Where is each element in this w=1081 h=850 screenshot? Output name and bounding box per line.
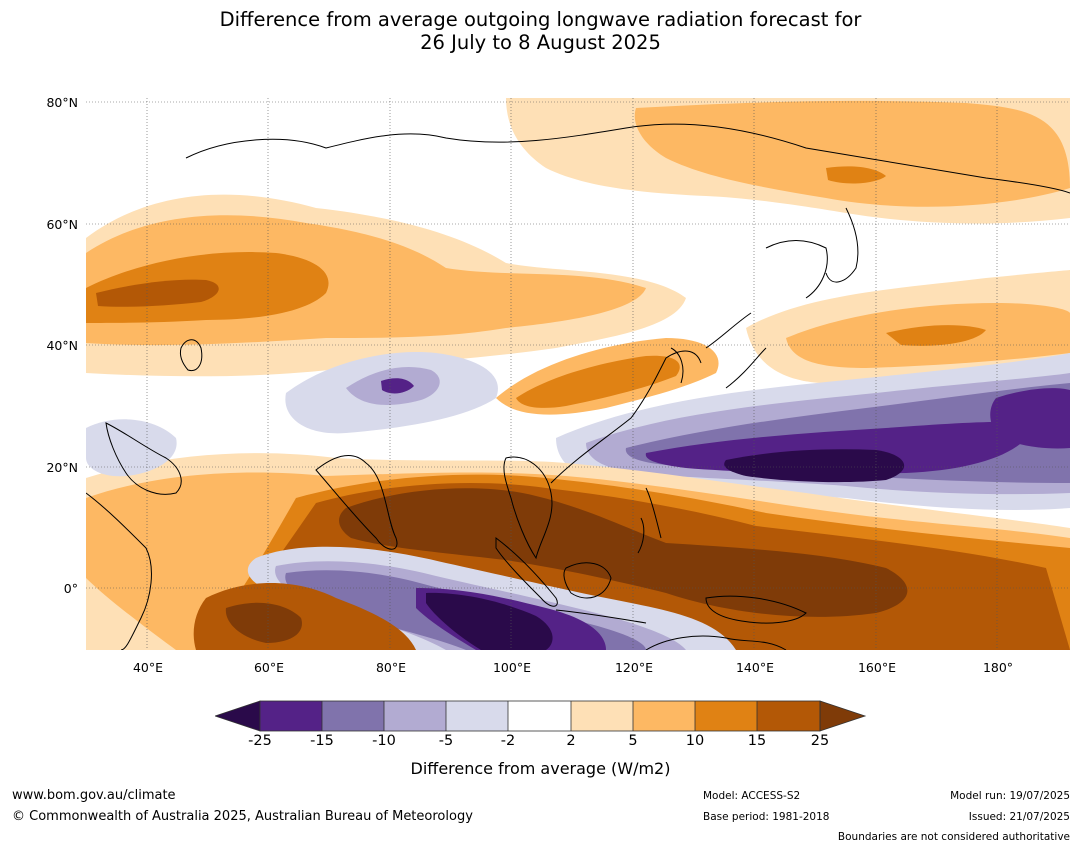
coast-africa (86, 492, 152, 650)
colorbar-bin-8 (695, 701, 757, 731)
map-canvas (86, 98, 1070, 650)
coast-kamchatka (825, 207, 859, 283)
lon-label-100e: 100°E (492, 660, 531, 675)
coastlines (86, 123, 1070, 650)
coast-java (555, 609, 647, 624)
footer-model-run: Model run: 19/07/2025 (950, 790, 1070, 802)
lon-label-160e: 160°E (857, 660, 896, 675)
anomaly-map (86, 98, 1070, 650)
colorbar-bin-1 (260, 701, 322, 731)
lat-label-20n: 20°N (46, 460, 78, 475)
colorbar-bin-6 (571, 701, 633, 731)
colorbar-tick-neg25: -25 (248, 733, 272, 749)
colorbar-tick-neg15: -15 (310, 733, 334, 749)
lat-label-0: 0° (63, 581, 78, 596)
coast-arabia (105, 422, 182, 495)
colorbar (215, 700, 867, 732)
coast-australia-north (645, 635, 787, 650)
lon-label-140e: 140°E (735, 660, 774, 675)
field-dateline-neg-core (990, 388, 1070, 449)
field-tibet-neg-dark (381, 378, 414, 394)
field-npac-dark (886, 325, 986, 346)
footer-copyright: © Commonwealth of Australia 2025, Austra… (12, 809, 473, 824)
field-west-asia-core (96, 279, 219, 307)
coast-arctic (185, 123, 1070, 194)
graticule (86, 98, 1070, 650)
colorbar-tick-neg5: -5 (438, 733, 454, 749)
anomaly-fields (86, 98, 1070, 650)
coast-korea-japan (670, 312, 767, 389)
colorbar-extend-low (215, 700, 261, 732)
footer-disclaimer: Boundaries are not considered authoritat… (837, 831, 1070, 843)
colorbar-bin-9 (757, 701, 820, 731)
coast-china (550, 350, 702, 484)
field-bengal-core (339, 488, 908, 617)
title-line-2: 26 July to 8 August 2025 (420, 31, 661, 54)
field-arabia-neg (86, 419, 177, 477)
coast-okhotsk (765, 240, 828, 299)
lon-label-120e: 120°E (614, 660, 653, 675)
footer-issued: Issued: 21/07/2025 (968, 811, 1070, 823)
colorbar-tick-10: 10 (685, 733, 705, 749)
coast-indochina (503, 456, 553, 560)
colorbar-tick-neg10: -10 (372, 733, 396, 749)
footer-model: Model: ACCESS-S2 (703, 790, 801, 802)
colorbar-bin-2 (322, 701, 384, 731)
field-siberia-dark (826, 166, 886, 184)
coast-sumatra (495, 536, 558, 607)
colorbar-tick-5: 5 (628, 733, 638, 749)
field-wpac-neg-core (724, 449, 905, 483)
colorbar-outline (259, 700, 821, 732)
lon-label-40e: 40°E (132, 660, 164, 675)
lat-label-40n: 40°N (46, 338, 78, 353)
colorbar-bin-7 (633, 701, 695, 731)
coast-borneo (563, 562, 612, 599)
lon-label-60e: 60°E (253, 660, 285, 675)
colorbar-title: Difference from average (W/m2) (410, 759, 671, 778)
footer-url[interactable]: www.bom.gov.au/climate (12, 788, 176, 803)
coast-india (315, 454, 398, 550)
footer-base-period: Base period: 1981-2018 (703, 811, 830, 823)
coast-philippines (637, 487, 662, 554)
field-siberia-orange (634, 100, 1070, 207)
coast-newguinea (705, 595, 807, 624)
colorbar-bin-4 (446, 701, 508, 731)
coast-caspian (179, 339, 203, 372)
colorbar-tick-2: 2 (566, 733, 576, 749)
field-io-neg-core (426, 592, 553, 650)
lat-label-60n: 60°N (46, 217, 78, 232)
field-swio-core (225, 602, 302, 643)
colorbar-tick-neg2: -2 (500, 733, 516, 749)
lon-label-180: 180° (982, 660, 1014, 675)
chart-title: Difference from average outgoing longwav… (0, 8, 1081, 54)
colorbar-bin-5 (508, 701, 571, 731)
field-eastasia-dark (516, 355, 680, 408)
colorbar-extend-high (819, 700, 867, 732)
colorbar-tick-15: 15 (747, 733, 767, 749)
lat-label-80n: 80°N (46, 95, 78, 110)
title-line-1: Difference from average outgoing longwav… (219, 8, 862, 31)
lon-label-80e: 80°E (375, 660, 407, 675)
colorbar-bin-3 (384, 701, 446, 731)
colorbar-tick-25: 25 (810, 733, 830, 749)
